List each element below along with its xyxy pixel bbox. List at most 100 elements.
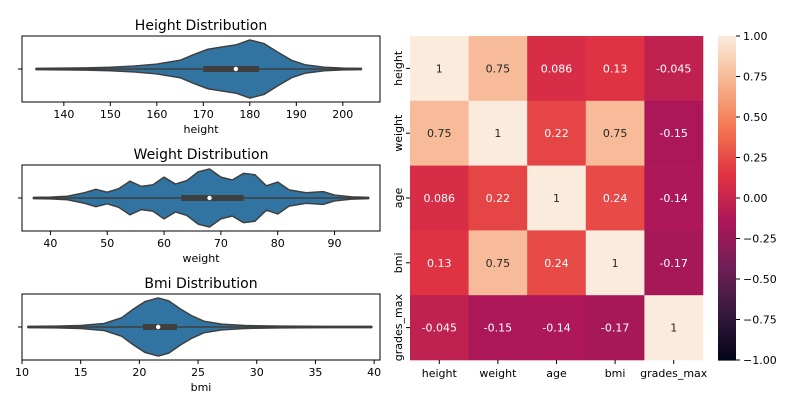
iqr-box <box>181 195 244 201</box>
colorbar-segment <box>718 171 736 175</box>
colorbar-segment <box>718 138 736 142</box>
colorbar-segment <box>718 179 736 183</box>
x-axis-label: height <box>183 123 219 136</box>
heatmap-cell <box>644 295 704 361</box>
x-tick-label: 80 <box>271 237 285 250</box>
median-marker <box>233 66 239 72</box>
cell-value-label: 1 <box>612 257 619 270</box>
cell-value-label: -0.17 <box>601 322 629 335</box>
colorbar-segment <box>718 214 736 218</box>
colorbar-segment <box>718 322 736 326</box>
colorbar-segment <box>718 357 736 361</box>
heatmap: 1 0.75 0.086 0.13 -0.045 0.75 1 0.22 0.75 -0.15 0.… <box>392 36 708 380</box>
colorbar-segment <box>718 165 736 169</box>
cell-value-label: 1 <box>553 192 560 205</box>
heatmap-cell <box>585 165 645 231</box>
cell-value-label: -0.14 <box>659 192 687 205</box>
colorbar-segment <box>718 117 736 121</box>
x-tick-label: 20 <box>132 366 146 379</box>
cell-value-label: -0.15 <box>484 322 512 335</box>
colorbar-segment <box>718 68 736 72</box>
colorbar-segment <box>718 195 736 199</box>
colorbar-segment <box>718 211 736 215</box>
colorbar-segment <box>718 100 736 105</box>
colorbar-segment <box>718 246 736 250</box>
colorbar-segment <box>718 87 736 91</box>
colorbar-segment <box>718 146 736 150</box>
iqr-box <box>203 66 260 72</box>
colorbar-segment <box>718 314 736 318</box>
colorbar-segment <box>718 225 736 229</box>
x-tick-label: 30 <box>250 366 264 379</box>
colorbar-segment <box>718 114 736 118</box>
colorbar-segment <box>718 222 736 226</box>
colorbar-tick-label: 0.50 <box>743 111 768 124</box>
colorbar-tick-label: 0.25 <box>743 152 768 165</box>
colorbar-segment <box>718 241 736 245</box>
colorbar-segment <box>718 41 736 45</box>
colorbar-segment <box>718 154 736 159</box>
colorbar-segment <box>718 279 736 283</box>
colorbar-segment <box>718 157 736 161</box>
colorbar: 1.00 0.75 0.50 0.25 0.00 −0.25 −0.50 −0.75 −1.00 <box>718 30 777 367</box>
cell-value-label: 0.22 <box>486 192 511 205</box>
colorbar-segment <box>718 192 736 196</box>
colorbar-segment <box>718 149 736 153</box>
colorbar-segment <box>718 168 736 172</box>
cell-value-label: -0.045 <box>422 322 457 335</box>
colorbar-segment <box>718 160 736 164</box>
heatmap-cell <box>468 295 528 361</box>
heatmap-cell <box>527 100 587 166</box>
colorbar-segment <box>718 162 736 167</box>
heatmap-cell <box>644 230 704 296</box>
colorbar-segment <box>718 125 736 129</box>
colorbar-segment <box>718 249 736 253</box>
colorbar-segment <box>718 141 736 145</box>
heatmap-cell <box>410 295 469 361</box>
colorbar-segment <box>718 208 736 213</box>
colorbar-segment <box>718 270 736 275</box>
cell-value-label: 0.086 <box>541 62 573 75</box>
colorbar-segment <box>718 260 736 264</box>
colorbar-segment <box>718 233 736 237</box>
colorbar-segment <box>718 303 736 307</box>
colorbar-segment <box>718 54 736 59</box>
median-marker <box>155 324 161 330</box>
cell-value-label: 0.75 <box>486 257 511 270</box>
colorbar-segment <box>718 49 736 53</box>
colorbar-segment <box>718 297 736 302</box>
colorbar-segment <box>718 152 736 156</box>
colorbar-segment <box>718 287 736 291</box>
colorbar-segment <box>718 324 736 329</box>
x-tick-label: 10 <box>15 366 29 379</box>
colorbar-segment <box>718 252 736 256</box>
cell-value-label: 0.75 <box>603 127 628 140</box>
colorbar-segment <box>718 330 736 334</box>
heatmap-cell <box>527 36 587 102</box>
heatmap-y-label: bmi <box>392 252 405 273</box>
heatmap-cell <box>468 100 528 166</box>
colorbar-tick-label: 0.00 <box>743 192 768 205</box>
chart-title: Bmi Distribution <box>144 276 257 292</box>
heatmap-x-label: grades_max <box>640 367 708 380</box>
x-tick-label: 40 <box>367 366 381 379</box>
colorbar-segment <box>718 265 736 269</box>
colorbar-segment <box>718 292 736 296</box>
x-tick-label: 140 <box>53 108 74 121</box>
colorbar-segment <box>718 306 736 310</box>
x-tick-label: 160 <box>146 108 167 121</box>
colorbar-segment <box>718 181 736 186</box>
chart-title: Height Distribution <box>135 18 267 34</box>
x-tick-label: 25 <box>191 366 205 379</box>
colorbar-segment <box>718 254 736 258</box>
x-tick-label: 150 <box>100 108 121 121</box>
heatmap-cell <box>644 165 704 231</box>
colorbar-segment <box>718 84 736 88</box>
heatmap-cell <box>410 100 469 166</box>
violin-panel-3: Bmi Distribution 10 15 20 25 30 35 40 bmi <box>15 276 381 394</box>
colorbar-segment <box>718 268 736 272</box>
heatmap-cell <box>527 295 587 361</box>
colorbar-segment <box>718 187 736 191</box>
x-tick-label: 190 <box>286 108 307 121</box>
